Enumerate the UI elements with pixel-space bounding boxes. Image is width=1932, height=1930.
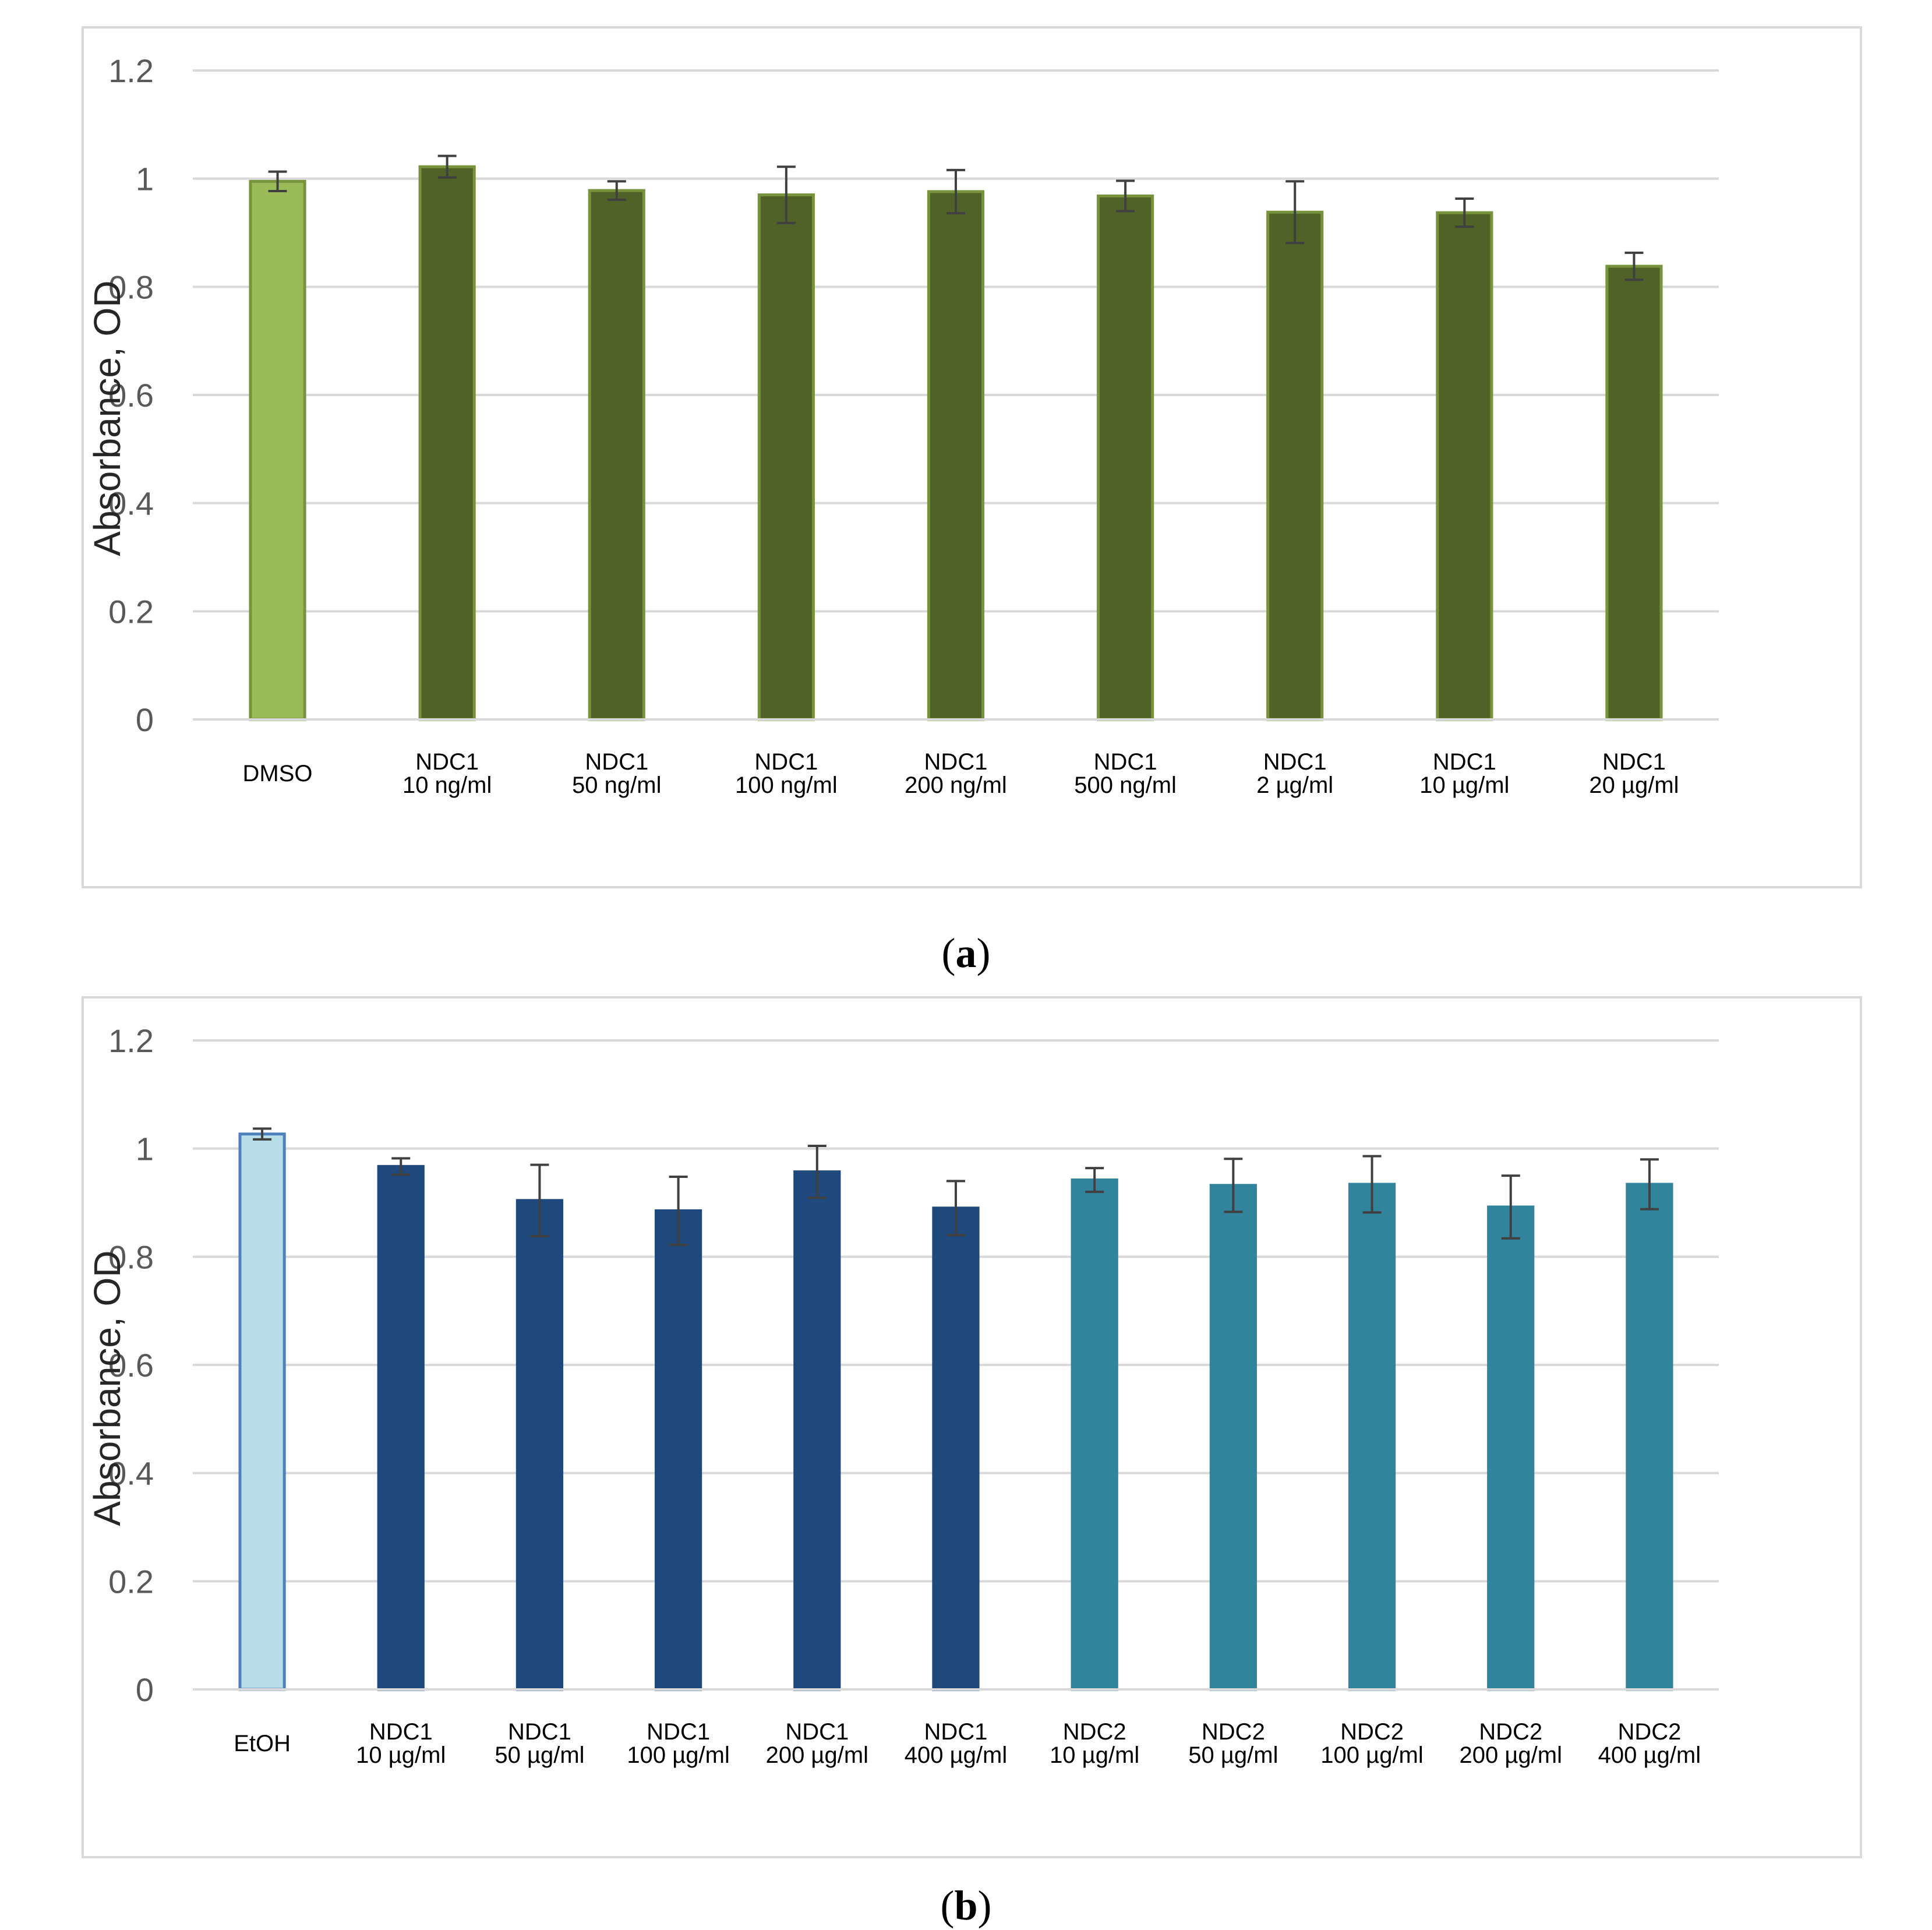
y-tick-label: 0.8 bbox=[108, 1239, 154, 1275]
x-tick-label: NDC2 bbox=[1617, 1719, 1681, 1745]
x-tick-label: NDC1 bbox=[924, 1719, 988, 1745]
y-tick-label: 1.2 bbox=[108, 52, 154, 89]
bar bbox=[757, 193, 815, 721]
bar bbox=[1348, 1183, 1396, 1691]
y-tick-label: 0.4 bbox=[108, 485, 154, 522]
bar bbox=[238, 1132, 286, 1691]
bar bbox=[515, 1199, 564, 1691]
x-tick-label: NDC1 bbox=[924, 749, 988, 775]
bar bbox=[1209, 1184, 1257, 1691]
x-tick-label: NDC1 bbox=[369, 1719, 433, 1745]
bar bbox=[249, 179, 306, 721]
y-axis-label: Absorbance, OD bbox=[86, 1250, 128, 1526]
bar bbox=[655, 1209, 702, 1691]
panel-caption-b: (b) bbox=[940, 1882, 992, 1929]
x-tick-label: 500 ng/ml bbox=[1074, 772, 1177, 798]
x-tick-label: NDC1 bbox=[1263, 749, 1327, 775]
x-tick-label: EtOH bbox=[234, 1731, 291, 1756]
bar bbox=[1626, 1183, 1673, 1691]
bar bbox=[927, 190, 985, 721]
panel-caption-letter: b bbox=[954, 1882, 978, 1929]
x-tick-label: NDC1 bbox=[647, 1719, 710, 1745]
bar bbox=[588, 189, 645, 721]
y-tick-label: 0.4 bbox=[108, 1455, 154, 1492]
chart-panel-b: 0 0.2 0.4 0.6 0.8 1 1.2 Absorbance, OD EtOH NDC1 1… bbox=[82, 996, 1862, 1858]
panel-caption-letter: a bbox=[955, 930, 977, 976]
y-tick-label: 0 bbox=[136, 701, 154, 738]
bar bbox=[1097, 194, 1154, 721]
x-tick-label: NDC2 bbox=[1340, 1719, 1404, 1745]
x-tick-label: NDC1 bbox=[785, 1719, 849, 1745]
x-tick-label: NDC1 bbox=[585, 749, 648, 775]
x-tick-label: 50 µg/ml bbox=[495, 1742, 584, 1768]
x-tick-label: 100 µg/ml bbox=[627, 1742, 729, 1768]
bar bbox=[1266, 210, 1324, 721]
y-tick-label: 0.2 bbox=[108, 1563, 154, 1600]
x-tick-label: 50 µg/ml bbox=[1188, 1742, 1278, 1768]
y-tick-label: 0.2 bbox=[108, 593, 154, 630]
bar bbox=[418, 165, 476, 721]
x-tick-label: 10 µg/ml bbox=[1419, 772, 1509, 798]
x-tick-label: NDC2 bbox=[1063, 1719, 1126, 1745]
x-tick-label: 400 µg/ml bbox=[905, 1742, 1007, 1768]
bar bbox=[932, 1206, 980, 1691]
bar bbox=[793, 1170, 841, 1691]
x-tick-label: 200 ng/ml bbox=[905, 772, 1007, 798]
x-tick-label: 200 µg/ml bbox=[766, 1742, 868, 1768]
x-tick-label: NDC1 bbox=[1602, 749, 1666, 775]
x-tick-label: NDC2 bbox=[1479, 1719, 1542, 1745]
x-tick-label: NDC1 bbox=[415, 749, 479, 775]
x-tick-label: NDC1 bbox=[1094, 749, 1157, 775]
x-tick-label: DMSO bbox=[243, 761, 313, 786]
x-tick-label: 400 µg/ml bbox=[1598, 1742, 1701, 1768]
x-tick-label: 200 µg/ml bbox=[1459, 1742, 1562, 1768]
x-tick-label: 20 µg/ml bbox=[1589, 772, 1679, 798]
bar bbox=[1436, 211, 1493, 721]
bar bbox=[1071, 1179, 1118, 1691]
y-tick-label: 0.8 bbox=[108, 269, 154, 305]
x-tick-label: NDC1 bbox=[508, 1719, 571, 1745]
x-tick-label: 50 ng/ml bbox=[572, 772, 661, 798]
x-tick-label: NDC1 bbox=[1433, 749, 1496, 775]
y-tick-label: 0 bbox=[136, 1671, 154, 1708]
y-tick-label: 0.6 bbox=[108, 1347, 154, 1384]
x-tick-label: NDC2 bbox=[1202, 1719, 1265, 1745]
x-tick-label: NDC1 bbox=[754, 749, 818, 775]
panel-caption-a: (a) bbox=[941, 930, 991, 976]
chart-panel-a: 0 0.2 0.4 0.6 0.8 1 1.2 Absorbance, OD DMSO NDC1 1… bbox=[82, 26, 1862, 888]
y-tick-label: 1 bbox=[136, 1131, 154, 1167]
x-tick-label: 2 µg/ml bbox=[1256, 772, 1333, 798]
x-tick-label: 100 µg/ml bbox=[1320, 1742, 1423, 1768]
bar bbox=[1605, 264, 1663, 721]
x-tick-label: 10 µg/ml bbox=[356, 1742, 446, 1768]
x-tick-label: 10 ng/ml bbox=[402, 772, 492, 798]
x-tick-label: 100 ng/ml bbox=[735, 772, 838, 798]
y-tick-label: 0.6 bbox=[108, 377, 154, 414]
y-tick-label: 1 bbox=[136, 161, 154, 197]
x-tick-label: 10 µg/ml bbox=[1050, 1742, 1139, 1768]
bar bbox=[377, 1165, 425, 1691]
y-axis-label: Absorbance, OD bbox=[86, 280, 128, 556]
y-tick-label: 1.2 bbox=[108, 1022, 154, 1059]
bar bbox=[1487, 1205, 1535, 1691]
